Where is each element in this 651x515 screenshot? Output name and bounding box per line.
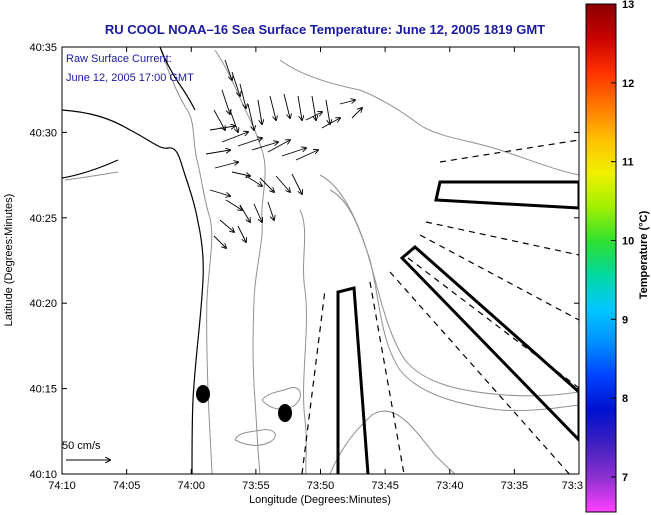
contour-northeast: [279, 59, 579, 176]
y-tick-label: 40:35: [29, 42, 57, 54]
beam-7: [439, 139, 579, 163]
y-tick-label: 40:25: [29, 213, 57, 225]
y-tick-label: 40:30: [29, 127, 57, 139]
x-tick-label: 73:50: [307, 480, 335, 492]
y-tick-label: 40:20: [29, 298, 57, 310]
beam-6: [425, 221, 579, 256]
colorbar-tick-label: 12: [622, 78, 634, 90]
coastline: [62, 47, 204, 474]
contour-shallow: [159, 47, 213, 474]
colorbar-tick-label: 13: [622, 0, 634, 11]
colorbar-label: Temperature (°C): [638, 210, 650, 299]
mooring-boxes: [336, 180, 579, 474]
x-tick-label: 73:40: [436, 480, 464, 492]
x-tick-label: 73:45: [371, 480, 399, 492]
chart-title: RU COOL NOAA–16 Sea Surface Temperature:…: [104, 22, 546, 37]
x-tick-label: 73:35: [501, 480, 529, 492]
legend-line-1: Raw Surface Current:: [66, 53, 172, 65]
x-tick-label: 74:05: [113, 480, 141, 492]
x-tick-label: 73:55: [242, 480, 270, 492]
box-east-line: [434, 180, 579, 210]
station-marker-east: [278, 404, 292, 422]
radar-beams: [301, 139, 579, 474]
coast-inlet: [62, 159, 119, 179]
box-south-line: [336, 286, 370, 474]
colorbar-tick-label: 9: [622, 314, 628, 326]
legend-line-2: June 12, 2005 17:00 GMT: [66, 72, 194, 84]
x-axis-ticks: 74:10 74:05 74:00 73:55 73:50 73:45 73:40 73:35…: [48, 47, 583, 492]
contour-blob-2: [234, 429, 276, 446]
beam-2: [369, 281, 405, 474]
y-tick-label: 40:15: [29, 384, 57, 396]
contour-blob-1: [261, 387, 301, 410]
coast-north: [159, 47, 196, 111]
colorbar-tick-label: 7: [622, 472, 628, 484]
beam-1: [301, 289, 326, 474]
coast-main: [62, 109, 204, 474]
contour-channel-west: [299, 209, 307, 474]
colorbar: [585, 3, 617, 513]
contour-channel-east: [329, 189, 579, 412]
contour-stub: [64, 171, 119, 181]
colorbar-tick-label: 10: [622, 236, 634, 248]
x-axis-label: Longitude (Degrees:Minutes): [249, 494, 391, 506]
colorbar-tick-label: 8: [622, 393, 628, 405]
y-axis-ticks: 40:35 40:30 40:25 40:20 40:15 40:10: [29, 42, 579, 481]
x-tick-label: 74:00: [177, 480, 205, 492]
contour-south: [329, 410, 456, 474]
beam-3: [389, 271, 571, 474]
box-southeast-line: [399, 245, 579, 443]
contour-channel-east-2: [319, 174, 579, 397]
colorbar-ticks: 13 12 11 10 9 8 7: [611, 0, 634, 484]
x-tick-label: 74:10: [48, 480, 76, 492]
map-layers: [62, 47, 579, 474]
y-axis-label: Latitude (Degrees:Minutes): [3, 194, 15, 327]
scale-label: 50 cm/s: [62, 440, 101, 452]
contour-mid: [214, 49, 266, 474]
x-tick-label: 73:3: [562, 480, 583, 492]
y-tick-label: 40:10: [29, 469, 57, 481]
beam-5: [419, 234, 579, 321]
surface-current-vectors: [205, 59, 362, 248]
station-marker-west: [196, 385, 210, 403]
colorbar-tick-label: 11: [622, 157, 634, 169]
depth-contours: [64, 47, 579, 474]
